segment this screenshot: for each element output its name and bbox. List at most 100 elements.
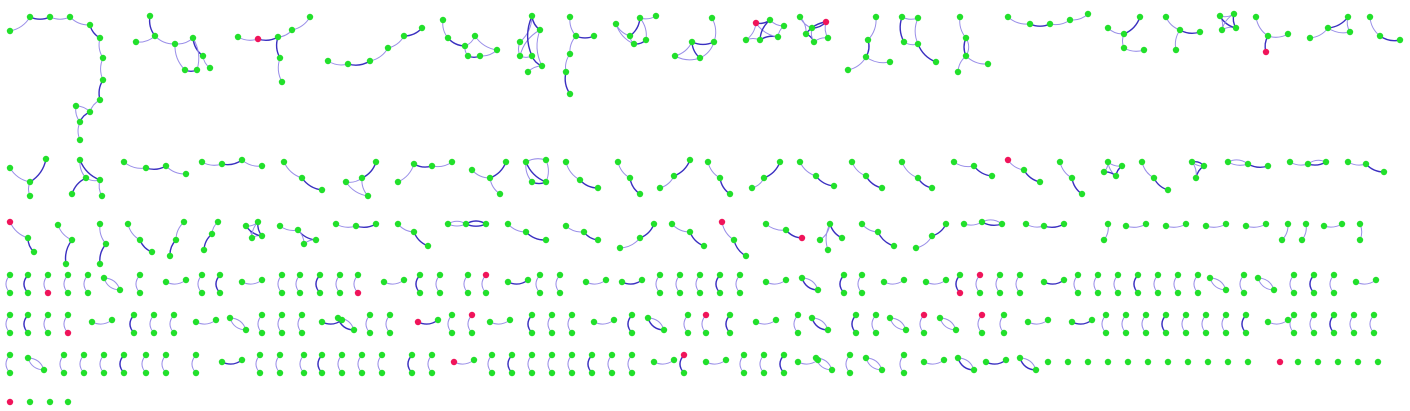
graph-node — [344, 60, 352, 68]
graph-node — [276, 351, 284, 359]
graph-node — [642, 36, 650, 44]
graph-node — [1290, 329, 1298, 337]
graph-node — [802, 30, 810, 38]
graph-node — [568, 329, 576, 337]
graph-node — [1374, 358, 1382, 366]
graph-node — [548, 351, 556, 359]
graph-node — [142, 164, 150, 172]
graph-node — [1036, 178, 1044, 186]
graph-node-highlighted — [680, 351, 688, 359]
graph-node — [462, 220, 470, 228]
graph-node — [528, 52, 536, 60]
graph-node — [936, 314, 944, 322]
graph-node — [298, 311, 306, 319]
graph-node-highlighted — [6, 218, 14, 226]
graph-node — [942, 220, 950, 228]
graph-node — [198, 289, 206, 297]
graph-node — [1044, 316, 1052, 324]
graph-node — [218, 160, 226, 168]
graph-node — [1370, 311, 1378, 319]
graph-node — [878, 366, 886, 374]
graph-node — [528, 369, 536, 377]
graph-node — [1102, 311, 1110, 319]
graph-node — [6, 164, 14, 172]
graph-node-highlighted — [6, 398, 14, 406]
graph-node — [696, 289, 704, 297]
graph-node — [978, 218, 986, 226]
graph-node — [238, 278, 246, 286]
graph-node — [468, 166, 476, 174]
graph-node — [1242, 329, 1250, 337]
graph-node — [76, 156, 84, 164]
graph-node — [199, 52, 207, 60]
graph-node — [1262, 220, 1270, 228]
graph-node — [60, 369, 68, 377]
graph-node — [288, 26, 296, 34]
graph-node — [372, 158, 380, 166]
graph-node — [336, 289, 344, 297]
graph-node — [1000, 329, 1008, 337]
graph-node — [1216, 12, 1224, 20]
graph-node — [461, 42, 469, 50]
graph-node — [812, 172, 820, 180]
graph-node — [482, 289, 490, 297]
graph-node — [982, 358, 990, 366]
graph-node — [372, 220, 380, 228]
graph-node — [890, 242, 898, 250]
graph-node — [366, 329, 374, 337]
graph-node — [942, 276, 950, 284]
graph-node — [258, 162, 266, 170]
graph-node — [630, 40, 638, 48]
graph-node — [1138, 158, 1146, 166]
graph-node — [528, 12, 536, 20]
graph-node — [628, 311, 636, 319]
graph-node — [496, 190, 504, 198]
graph-node — [434, 316, 442, 324]
graph-node — [928, 232, 936, 240]
graph-node — [66, 13, 74, 21]
graph-node — [670, 172, 678, 180]
graph-node — [1222, 329, 1230, 337]
graph-node — [1204, 358, 1212, 366]
graph-node-highlighted — [702, 311, 710, 319]
graph-node — [410, 228, 418, 236]
graph-node — [1100, 236, 1108, 244]
graph-node — [1346, 28, 1354, 36]
graph-node — [716, 174, 724, 182]
graph-node — [1202, 222, 1210, 230]
graph-node — [696, 271, 704, 279]
graph-node — [170, 329, 178, 337]
graph-node — [130, 311, 138, 319]
graph-node — [762, 278, 770, 286]
graph-node — [242, 326, 250, 334]
graph-node — [276, 369, 284, 377]
graph-node — [528, 329, 536, 337]
graph-node — [84, 271, 92, 279]
graph-node — [226, 314, 234, 322]
graph-node — [1016, 271, 1024, 279]
graph-node — [318, 186, 326, 194]
graph-node — [824, 34, 832, 42]
graph-node — [6, 369, 14, 377]
graph-node — [82, 174, 90, 182]
graph-node — [858, 220, 866, 228]
graph-node — [334, 314, 342, 322]
graph-node — [318, 351, 326, 359]
graph-node — [704, 158, 712, 166]
graph-node — [44, 329, 52, 337]
graph-node — [1372, 276, 1380, 284]
graph-node — [150, 329, 158, 337]
graph-node — [638, 276, 646, 284]
graph-node — [608, 369, 616, 377]
graph-node — [86, 108, 94, 116]
graph-node — [528, 178, 536, 186]
graph-node — [24, 354, 32, 362]
graph-node — [44, 311, 52, 319]
graph-node — [796, 158, 804, 166]
graph-node — [258, 276, 266, 284]
graph-node — [1284, 316, 1292, 324]
graph-node — [1286, 158, 1294, 166]
graph-node — [970, 162, 978, 170]
graph-node — [242, 222, 250, 230]
graph-node — [858, 271, 866, 279]
